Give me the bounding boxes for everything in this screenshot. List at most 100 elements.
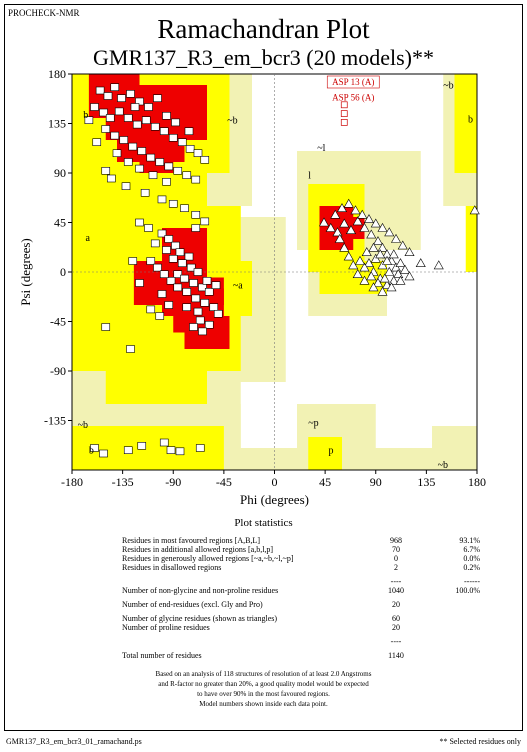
region-additional-4: [229, 261, 252, 316]
stats-pct: 0.2%: [463, 563, 480, 572]
glycine-triangle: [390, 233, 402, 243]
glycine-triangle: [361, 247, 372, 256]
residue-square: [90, 444, 99, 452]
footer-note: ** Selected residues only: [439, 737, 521, 746]
stats-pct: 93.1%: [459, 536, 480, 545]
y-tick-label: -45: [50, 315, 66, 329]
plot-labels: b a ~b ~a ~l l ~p p ~b ~b b ~b b: [78, 80, 473, 471]
stats-row: Residues in most favoured regions [A,B,L…: [120, 536, 482, 545]
region-additional-10: [465, 206, 477, 272]
residue-square: [103, 92, 113, 100]
residue-square: [193, 307, 203, 316]
residue-square: [162, 246, 171, 254]
residue-square: [173, 283, 183, 292]
stats-row: ---- ------: [120, 577, 482, 586]
plot-axes: -180 -135 -90 -45 0 45 90 135 180 180 135 90 45 0 -45 -…: [18, 67, 486, 507]
glycine-triangle: [348, 260, 359, 270]
stats-pct: 6.7%: [463, 545, 480, 554]
x-axis-label: Phi (degrees): [240, 492, 309, 507]
region-label: ~p: [308, 418, 318, 429]
glycine-triangle: [366, 271, 377, 281]
region-label: b: [89, 446, 94, 457]
x-tick-label: -90: [165, 475, 181, 489]
stats-label: Total number of residues: [122, 651, 202, 660]
glycine-triangle: [343, 198, 354, 208]
residue-square: [204, 320, 214, 329]
stats-count: 70: [392, 545, 400, 554]
residue-square: [189, 279, 198, 287]
residue-square: [213, 309, 223, 318]
stats-pct: 100.0%: [455, 586, 480, 595]
residue-square: [99, 449, 108, 458]
glycine-triangle: [343, 251, 354, 261]
residue-square: [173, 167, 183, 175]
stats-label: Residues in additional allowed regions […: [122, 545, 274, 554]
glycine-triangle: [395, 275, 406, 285]
stats-pct: 0.0%: [463, 554, 480, 563]
stats-row: Residues in additional allowed regions […: [120, 545, 482, 554]
glycine-triangle: [377, 260, 388, 270]
residue-square: [140, 189, 150, 197]
note-line: Model numbers shown inside each data poi…: [199, 700, 328, 708]
residue-square: [144, 103, 153, 111]
stats-count: ----: [390, 577, 402, 586]
stats-label: Residues in disallowed regions: [122, 563, 222, 572]
region-label: b: [83, 110, 88, 121]
residue-square: [204, 287, 214, 296]
glycine-triangle: [469, 205, 480, 215]
glycine-triangle: [366, 229, 377, 239]
residue-square: [182, 171, 192, 179]
glycine-triangle: [384, 227, 395, 237]
glycine-triangle: [336, 203, 348, 212]
region-label: p: [329, 446, 334, 457]
note-line: Based on an analysis of 118 structures o…: [155, 670, 372, 678]
residue-square: [200, 156, 210, 164]
glycine-triangle: [372, 277, 384, 287]
residue-square: [101, 125, 111, 133]
y-tick-label: 180: [48, 67, 66, 81]
residue-annotation: ASP 56 (A): [332, 92, 374, 102]
glycine-triangle: [404, 247, 415, 256]
residue-square: [92, 138, 102, 146]
stats-pct: [428, 637, 482, 646]
note-line: and R-factor no greater than 20%, a good…: [158, 680, 369, 688]
region-label: ~b: [438, 460, 448, 471]
glycine-triangle: [399, 264, 411, 274]
glycine-triangle: [330, 209, 341, 219]
residue-square: [101, 167, 111, 175]
stats-count: 0: [394, 554, 398, 563]
residue-square: [159, 127, 169, 135]
stats-count: 20: [392, 600, 400, 609]
region-additional-3: [105, 371, 207, 404]
program-name: PROCHECK-NMR: [8, 8, 80, 18]
stats-label: Residues in generously allowed regions […: [122, 554, 294, 563]
glycine-triangle: [372, 236, 384, 245]
residue-square: [171, 118, 180, 127]
region-label: b: [468, 114, 473, 125]
stats-label: Number of proline residues: [122, 623, 210, 632]
residue-square: [166, 446, 176, 455]
residue-square: [157, 290, 167, 298]
glycine-triangle: [370, 253, 381, 263]
region-label: ~b: [78, 420, 88, 431]
residue-square: [153, 263, 162, 272]
region-label: ~b: [227, 116, 237, 127]
residue-square: [198, 327, 207, 336]
residue-square: [164, 162, 174, 171]
stats-count: 60: [392, 614, 400, 623]
residue-square: [123, 114, 133, 122]
glycine-triangle: [359, 262, 370, 272]
glycine-triangle: [318, 217, 330, 227]
y-tick-label: -90: [50, 364, 66, 378]
residue-square: [135, 97, 144, 106]
residue-square: [191, 175, 201, 184]
residue-square: [202, 276, 212, 285]
residue-square: [95, 86, 105, 95]
stats-count: 1040: [388, 586, 404, 595]
glycine-triangle: [359, 275, 370, 285]
plot-title: Ramachandran Plot: [157, 14, 370, 44]
residue-square: [121, 182, 131, 190]
residue-square: [193, 268, 203, 276]
glycine-triangle: [368, 242, 379, 252]
residue-square: [191, 211, 201, 219]
